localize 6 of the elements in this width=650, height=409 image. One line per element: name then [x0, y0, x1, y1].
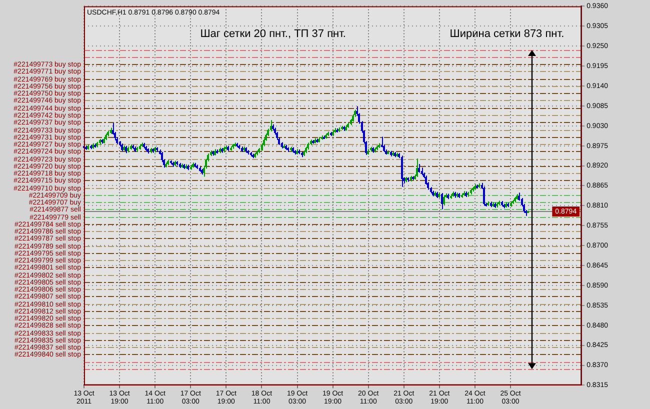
candlestick	[381, 136, 383, 148]
candlestick	[270, 120, 272, 132]
candlestick	[441, 192, 443, 210]
annotation: Шаг сетки 20 пнт., ТП 37 пнт.	[200, 28, 346, 40]
annotation: Ширина сетки 873 пнт.	[450, 28, 564, 40]
candlestick	[401, 155, 403, 188]
